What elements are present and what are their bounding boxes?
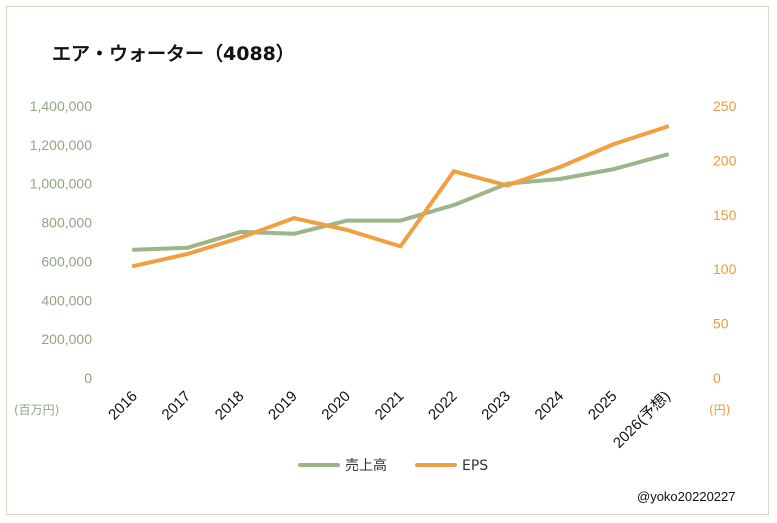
x-tick-label: 2025	[585, 388, 621, 424]
left-tick-label: 600,000	[41, 253, 92, 269]
eps-point	[132, 263, 136, 268]
left-tick-label: 1,200,000	[30, 137, 92, 153]
left-tick-label: 800,000	[41, 215, 92, 231]
left-axis-unit: (百万円)	[14, 403, 59, 417]
eps-point	[345, 228, 350, 233]
right-tick-label: 150	[713, 207, 737, 223]
left-axis: 0 200,000 400,000 600,000 800,000 1,000,000 1,…	[30, 98, 93, 386]
sales-point	[611, 167, 616, 172]
right-axis-unit: (円)	[709, 403, 730, 417]
left-tick-label: 1,400,000	[30, 98, 92, 114]
legend: 売上高 EPS	[298, 457, 488, 474]
eps-point	[291, 216, 296, 221]
sales-point	[345, 218, 350, 223]
right-tick-label: 100	[713, 261, 737, 277]
sales-point	[398, 218, 403, 223]
left-tick-label: 400,000	[41, 292, 92, 308]
sales-point	[558, 176, 563, 181]
x-tick-label: 2024	[532, 388, 568, 424]
x-tick-label: 2023	[478, 388, 514, 424]
left-tick-label: 0	[84, 370, 92, 386]
x-tick-label: 2019	[265, 388, 301, 424]
x-tick-label: 2022	[425, 388, 461, 424]
eps-point	[558, 164, 563, 169]
right-tick-label: 0	[713, 370, 721, 386]
chart-area	[6, 6, 769, 515]
eps-point	[505, 183, 510, 188]
eps-point	[238, 235, 243, 240]
sales-point	[291, 231, 296, 236]
right-tick-label: 200	[713, 152, 737, 168]
eps-point	[665, 124, 669, 129]
sales-line	[132, 152, 669, 252]
x-axis: 2016 2017 2018 2019 2020 2021 2022 2023 2024 2025…	[105, 388, 674, 452]
sales-point	[185, 245, 190, 250]
eps-point	[185, 251, 190, 256]
sales-point	[238, 229, 243, 234]
x-tick-label: 2018	[212, 388, 248, 424]
x-tick-label: 2021	[372, 388, 408, 424]
series-layer	[132, 124, 669, 268]
left-tick-label: 1,000,000	[30, 176, 92, 192]
x-tick-label: 2026(予想)	[610, 388, 674, 452]
x-tick-label: 2016	[105, 388, 141, 424]
chart-title: エア・ウォーター（4088）	[52, 42, 295, 65]
sales-point	[451, 203, 456, 208]
right-tick-label: 250	[713, 98, 737, 114]
eps-point	[611, 142, 616, 147]
right-axis: 0 50 100 150 200 250	[713, 98, 737, 386]
sales-point	[665, 152, 669, 157]
x-tick-label: 2017	[159, 388, 195, 424]
legend-label-sales: 売上高	[345, 457, 387, 474]
right-tick-label: 50	[713, 316, 729, 332]
legend-label-eps: EPS	[462, 458, 488, 474]
eps-point	[398, 244, 403, 249]
sales-point	[132, 247, 136, 252]
credit-text: @yoko20220227	[637, 489, 736, 504]
eps-point	[451, 169, 456, 174]
x-tick-label: 2020	[318, 388, 354, 424]
left-tick-label: 200,000	[41, 331, 92, 347]
